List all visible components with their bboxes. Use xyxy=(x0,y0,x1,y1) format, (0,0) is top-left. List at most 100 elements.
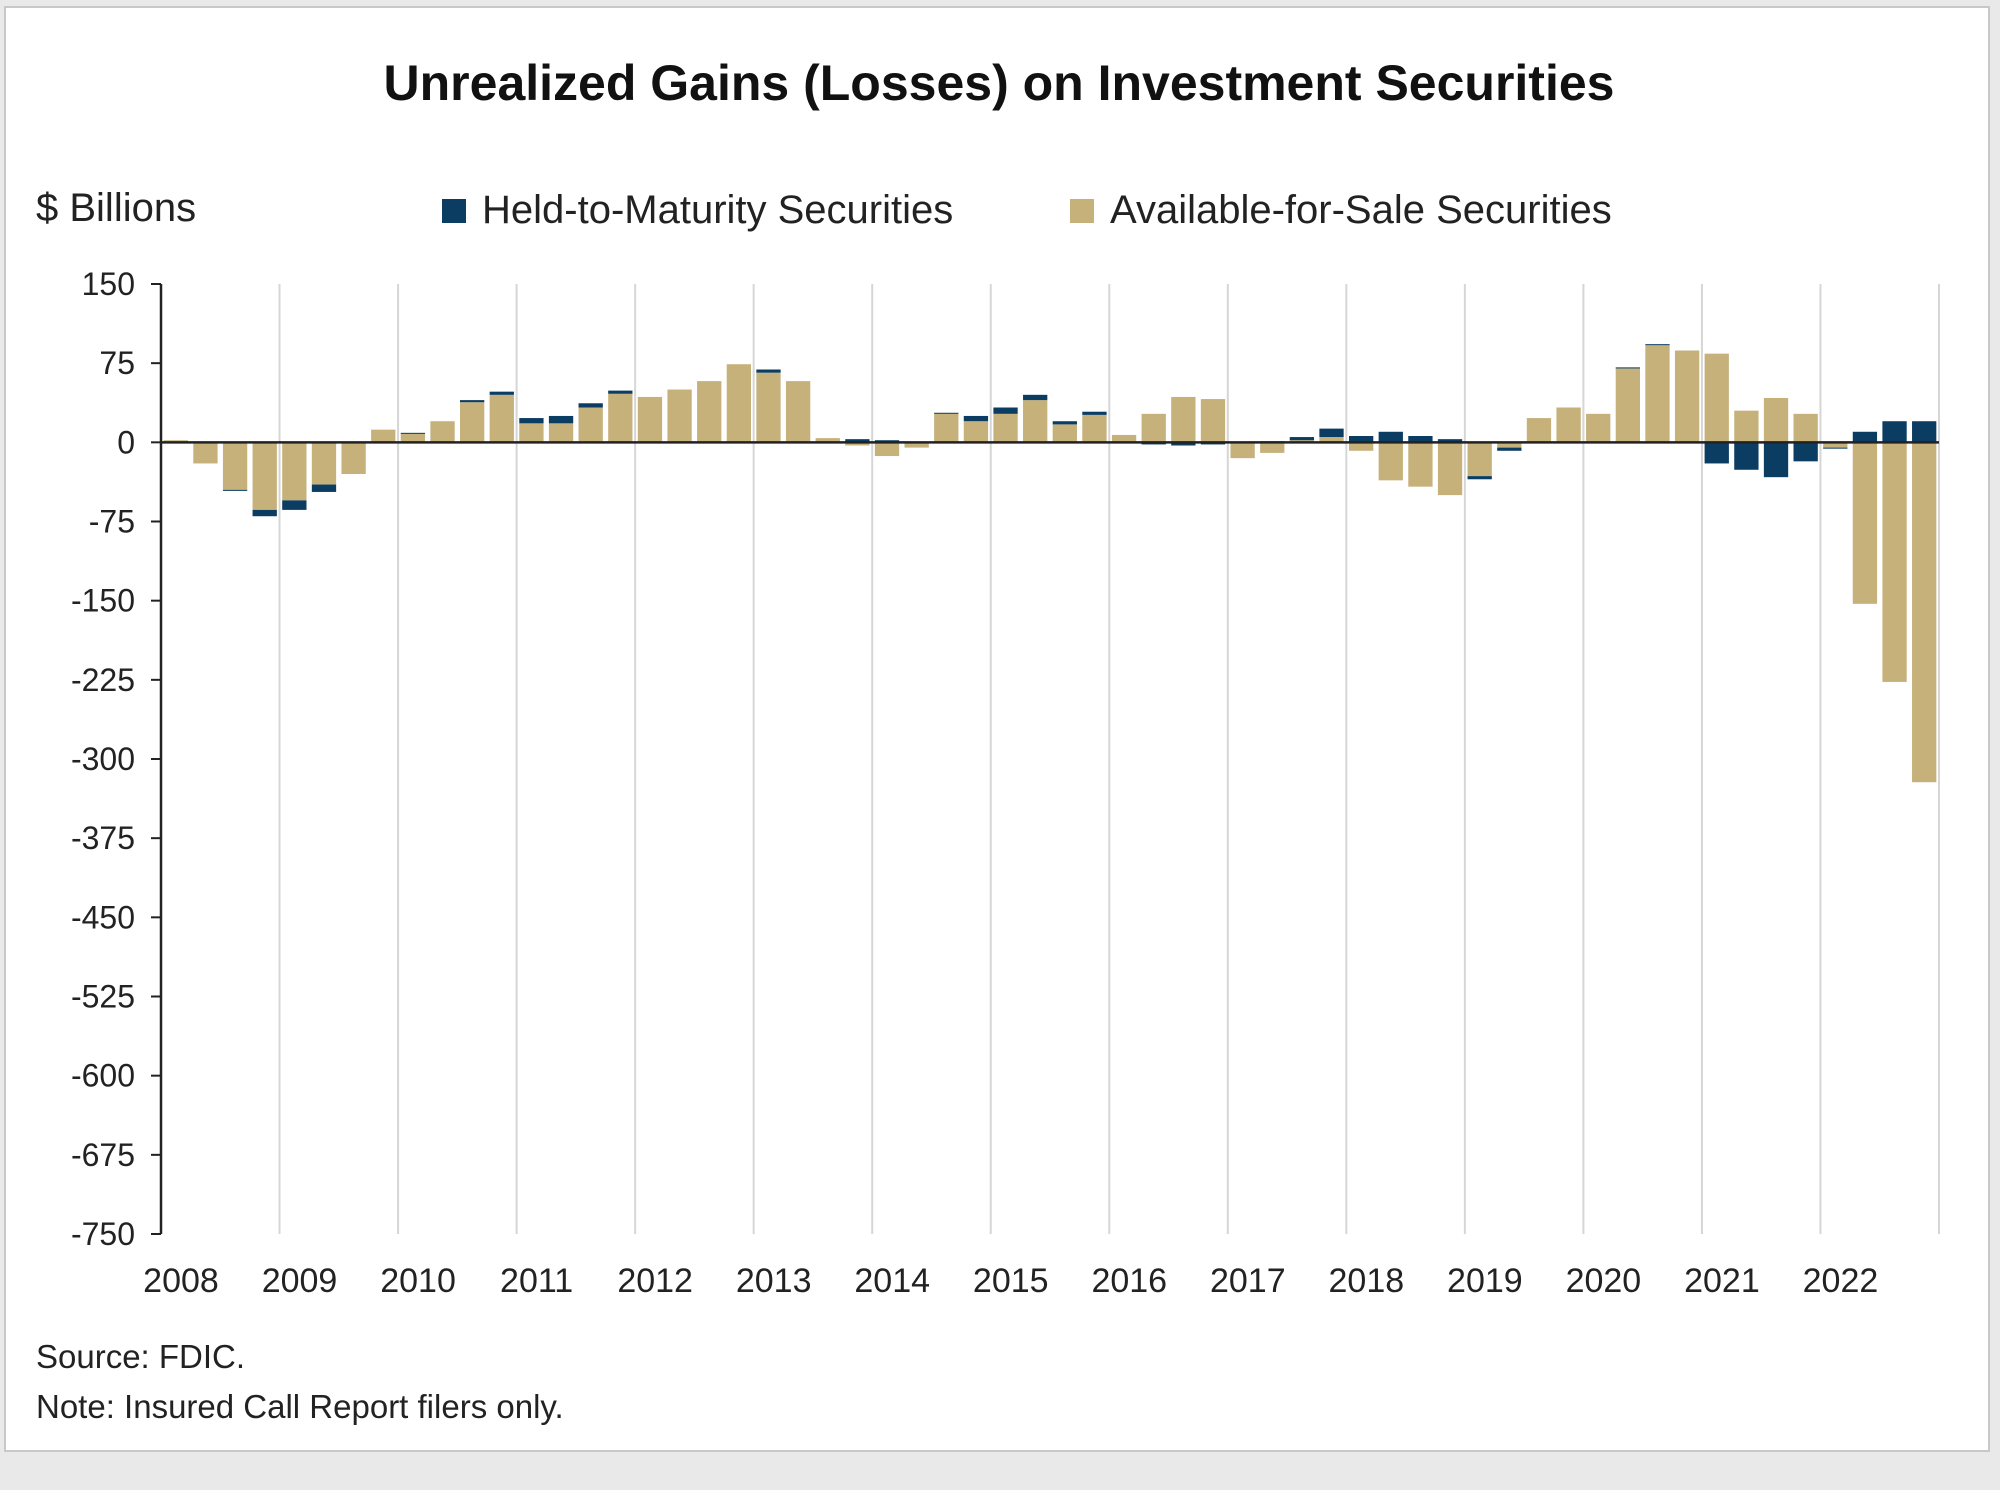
bar-afs-46 xyxy=(1526,418,1552,443)
bar-afs-9 xyxy=(430,421,455,443)
legend-swatch-held-to-maturity xyxy=(442,198,466,223)
bar-htm-29 xyxy=(1023,394,1048,401)
x-tick-label-2018: 2018 xyxy=(1329,1262,1405,1300)
bar-afs-22 xyxy=(815,438,840,443)
bar-htm-8 xyxy=(400,432,426,434)
bar-afs-36 xyxy=(1230,442,1255,459)
bar-htm-56 xyxy=(1823,447,1848,449)
bar-afs-49 xyxy=(1615,368,1640,443)
x-tick-label-2008: 2008 xyxy=(143,1262,219,1300)
bar-afs-53 xyxy=(1734,410,1759,443)
bar-afs-25 xyxy=(904,442,929,448)
bar-afs-34 xyxy=(1171,396,1196,443)
bar-afs-23 xyxy=(845,442,870,446)
legend-label-available-for-sale: Available-for-Sale Securities xyxy=(1110,188,1612,232)
bar-htm-14 xyxy=(578,403,603,408)
bar-htm-23 xyxy=(845,439,870,443)
legend-item-held-to-maturity: Held-to-Maturity Securities xyxy=(442,188,953,233)
y-tick-label-4: -150 xyxy=(71,583,135,619)
bar-afs-43 xyxy=(1437,442,1463,496)
x-tick-label-2022: 2022 xyxy=(1803,1262,1879,1300)
legend-item-available-for-sale: Available-for-Sale Securities xyxy=(1070,188,1612,233)
bar-afs-17 xyxy=(667,389,692,443)
legend-label-held-to-maturity: Held-to-Maturity Securities xyxy=(482,188,954,232)
bar-htm-13 xyxy=(548,415,574,424)
bar-afs-54 xyxy=(1763,398,1789,443)
bar-afs-28 xyxy=(993,413,1018,443)
x-tick-label-2021: 2021 xyxy=(1684,1262,1760,1300)
legend-swatch-available-for-sale xyxy=(1070,198,1094,223)
bar-afs-3 xyxy=(252,442,277,510)
bar-afs-29 xyxy=(1023,400,1048,443)
bar-htm-10 xyxy=(460,400,485,403)
footnote: Note: Insured Call Report filers only. xyxy=(36,1388,564,1425)
chart-title: Unrealized Gains (Losses) on Investment … xyxy=(383,55,1615,111)
bar-afs-4 xyxy=(282,442,307,501)
bar-htm-26 xyxy=(934,412,959,414)
bar-htm-2 xyxy=(222,489,248,491)
y-tick-label-5: -225 xyxy=(71,662,135,698)
x-tick-label-2019: 2019 xyxy=(1447,1262,1523,1300)
y-tick-label-8: -450 xyxy=(71,899,135,935)
y-tick-label-12: -750 xyxy=(71,1216,135,1252)
bar-afs-1 xyxy=(193,442,218,464)
bar-chart: 150 75 0 -75 -150 -225 -300 -375 -450 -525 -600 -67… xyxy=(71,266,1940,1300)
x-tick-label-2013: 2013 xyxy=(736,1262,812,1300)
bar-afs-50 xyxy=(1645,345,1670,443)
bar-afs-5 xyxy=(311,442,337,485)
bar-htm-53 xyxy=(1734,442,1759,470)
source-note: Source: FDIC. xyxy=(36,1338,246,1375)
bar-htm-38 xyxy=(1289,437,1315,441)
y-tick-label-1: 75 xyxy=(99,345,135,381)
bar-afs-37 xyxy=(1260,442,1285,453)
bar-afs-48 xyxy=(1586,413,1611,443)
bar-htm-31 xyxy=(1082,411,1107,415)
bar-afs-40 xyxy=(1349,442,1374,451)
bar-htm-49 xyxy=(1615,367,1640,369)
bar-afs-10 xyxy=(460,402,485,443)
bar-afs-2 xyxy=(222,442,248,490)
bar-afs-58 xyxy=(1882,442,1907,682)
x-tick-label-2012: 2012 xyxy=(617,1262,693,1300)
bar-htm-5 xyxy=(311,484,337,492)
y-tick-label-11: -675 xyxy=(71,1137,135,1173)
bar-htm-45 xyxy=(1497,447,1522,451)
y-tick-label-6: -300 xyxy=(71,741,135,777)
bar-htm-12 xyxy=(519,418,544,424)
bar-afs-8 xyxy=(400,433,426,443)
bar-afs-27 xyxy=(963,421,989,443)
y-tick-label-2: 0 xyxy=(117,424,135,460)
bar-afs-18 xyxy=(697,381,722,443)
bar-htm-27 xyxy=(963,415,989,422)
bar-afs-56 xyxy=(1823,442,1848,448)
x-tick-label-2020: 2020 xyxy=(1566,1262,1642,1300)
y-axis-label: $ Billions xyxy=(36,186,197,230)
bar-afs-33 xyxy=(1141,413,1166,443)
bar-afs-26 xyxy=(934,413,959,443)
x-tick-label-2009: 2009 xyxy=(262,1262,338,1300)
bar-afs-20 xyxy=(756,372,781,443)
bar-htm-4 xyxy=(282,500,307,510)
x-tick-label-2011: 2011 xyxy=(500,1262,573,1300)
bar-htm-43 xyxy=(1437,439,1463,443)
bar-htm-41 xyxy=(1378,431,1403,443)
bar-afs-31 xyxy=(1082,414,1107,443)
bar-afs-19 xyxy=(726,364,751,443)
bar-afs-21 xyxy=(785,381,811,443)
bar-afs-14 xyxy=(578,407,603,443)
x-tick-label-2017: 2017 xyxy=(1210,1262,1286,1300)
y-tick-label-0: 150 xyxy=(82,266,135,302)
bar-afs-16 xyxy=(637,396,663,443)
bar-afs-45 xyxy=(1497,442,1522,448)
bar-htm-20 xyxy=(756,369,781,373)
y-tick-label-3: -75 xyxy=(89,504,135,540)
y-tick-label-9: -525 xyxy=(71,979,135,1015)
bar-afs-15 xyxy=(608,393,633,443)
bar-afs-11 xyxy=(489,394,514,443)
bar-htm-40 xyxy=(1349,436,1374,443)
x-tick-label-2014: 2014 xyxy=(854,1262,930,1300)
bar-htm-52 xyxy=(1704,442,1729,464)
bar-htm-11 xyxy=(489,391,514,395)
bar-afs-51 xyxy=(1674,350,1700,443)
bar-afs-7 xyxy=(371,429,396,443)
